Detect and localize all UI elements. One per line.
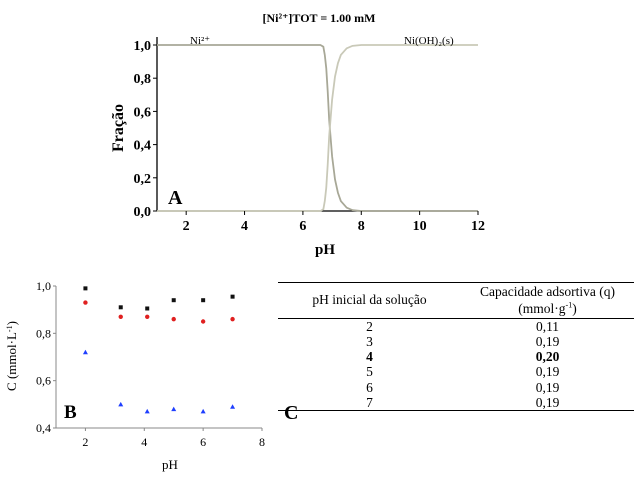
table-row: 3 0,19 — [278, 334, 634, 349]
y-tick-label: 0,4 — [36, 421, 51, 435]
concentration-scatter-chart: 2 4 6 8 0,4 0,6 0,8 1,0 pH C (mmol·L-1) B — [4, 279, 265, 472]
point-circle — [83, 300, 88, 305]
y-tick-label: 0,8 — [134, 72, 152, 87]
y-tick-label: 0,6 — [36, 374, 51, 388]
cell-capacity: 0,19 — [535, 333, 560, 349]
y-axis-label: C (mmol·L-1) — [4, 321, 19, 391]
y-tick-label: 1,0 — [36, 279, 51, 293]
data-table: pH inicial da solução Capacidade adsorti… — [278, 282, 634, 412]
header-ph: pH inicial da solução — [312, 292, 427, 308]
x-axis-label: pH — [315, 242, 335, 258]
point-square — [230, 294, 235, 299]
series-label-ni2: Ni²⁺ — [190, 35, 210, 47]
point-circle — [118, 314, 123, 319]
ticks: 2 4 6 8 0,4 0,6 0,8 1,0 — [36, 279, 265, 449]
point-square — [201, 298, 206, 303]
x-tick-label: 2 — [183, 219, 190, 234]
table-header-row: pH inicial da solução Capacidade adsorti… — [278, 282, 634, 319]
point-triangle — [82, 349, 88, 355]
cell-ph: 6 — [366, 379, 373, 395]
x-tick-label: 8 — [259, 435, 265, 449]
cell-capacity: 0,11 — [535, 318, 560, 334]
cell-ph: 5 — [366, 364, 373, 380]
line-nioh2 — [157, 44, 478, 212]
point-triangle — [144, 408, 150, 414]
data-points — [82, 286, 236, 414]
table-row: 4 0,20 — [278, 349, 634, 364]
point-circle — [200, 319, 206, 324]
x-tick-label: 6 — [200, 435, 206, 449]
point-square — [145, 306, 150, 311]
point-circle — [230, 316, 235, 322]
cell-ph: 2 — [366, 318, 373, 334]
cell-ph: 7 — [278, 394, 461, 412]
table-row: 5 0,19 — [278, 364, 634, 379]
adsorption-table: pH inicial da solução Capacidade adsorti… — [278, 282, 634, 442]
point-triangle — [200, 408, 206, 414]
x-tick-label: 2 — [82, 435, 88, 449]
line-ni2 — [157, 44, 478, 212]
point-square — [171, 298, 176, 303]
cell-capacity: 0,19 — [535, 364, 560, 380]
panel-label-c: C — [284, 402, 299, 424]
cell-capacity: 0,19 — [535, 379, 560, 395]
series-lines — [157, 44, 478, 212]
series-label-nioh2: Ni(OH)₂(s) — [404, 35, 454, 47]
header-capacity-unit: (mmol·g-1) — [518, 300, 577, 316]
x-tick-label: 4 — [241, 219, 248, 234]
cell-capacity: 0,20 — [535, 349, 560, 365]
point-triangle — [230, 404, 236, 409]
x-tick-label: 4 — [141, 435, 147, 449]
y-axis-label: Fração — [110, 104, 127, 152]
cell-ph: 3 — [366, 333, 373, 349]
table-row: 6 0,19 — [278, 380, 634, 395]
y-tick-label: 0,8 — [36, 326, 51, 340]
point-square — [83, 286, 88, 291]
y-tick-label: 0,2 — [134, 172, 152, 187]
x-tick-label: 6 — [299, 219, 306, 234]
header-capacity-label: Capacidade adsortiva (q) — [480, 284, 615, 299]
cell-ph: 4 — [366, 349, 373, 365]
table-row: 2 0,11 — [278, 318, 634, 334]
point-circle — [171, 316, 176, 322]
panel-label-a: A — [168, 187, 183, 209]
x-axis-label: pH — [162, 457, 178, 472]
x-tick-label: 10 — [413, 219, 427, 234]
axes — [156, 37, 478, 212]
table-row: 7 0,19 — [278, 394, 634, 412]
point-triangle — [171, 406, 177, 412]
panel-label-b: B — [64, 402, 77, 423]
chart-title: [Ni²⁺]TOT = 1.00 mM — [263, 11, 376, 25]
point-triangle — [118, 401, 124, 407]
cell-capacity: 0,19 — [461, 394, 634, 412]
x-tick-label: 12 — [471, 219, 485, 234]
x-tick-label: 8 — [358, 219, 365, 234]
y-tick-label: 0,6 — [134, 105, 152, 120]
point-circle — [145, 314, 150, 319]
y-tick-label: 0,0 — [134, 205, 152, 220]
y-tick-label: 0,4 — [134, 139, 152, 154]
ticks: 2 4 6 8 10 12 0,0 0,2 0,4 0,6 0,8 1,0 — [134, 39, 486, 234]
y-tick-label: 1,0 — [134, 39, 152, 54]
speciation-chart: [Ni²⁺]TOT = 1.00 mM 2 4 6 8 10 12 0,0 0,2 0,4 0,6… — [110, 11, 486, 258]
axes — [55, 286, 262, 429]
header-capacity: Capacidade adsortiva (q) (mmol·g-1) — [461, 283, 634, 319]
point-square — [118, 305, 123, 310]
